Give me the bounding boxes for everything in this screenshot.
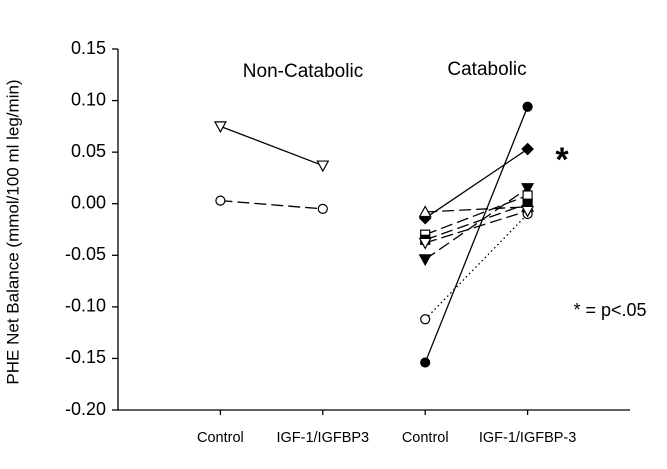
y-tick-label: 0.15 <box>71 38 106 58</box>
series-line <box>425 206 528 213</box>
series-line <box>424 203 528 241</box>
significance-mark: * <box>555 141 569 179</box>
y-tick-label: -0.10 <box>65 296 106 316</box>
series-line <box>424 148 528 219</box>
y-tick-label: 0.10 <box>71 89 106 109</box>
x-tick-label: IGF-1/IGFBP-3 <box>479 430 577 446</box>
x-tick-label: Control <box>402 430 449 446</box>
x-tick-label: IGF-1/IGFBP3 <box>276 430 369 446</box>
point <box>215 195 226 206</box>
point <box>521 205 535 218</box>
y-tick-label: -0.15 <box>65 347 106 367</box>
series-line <box>220 125 324 167</box>
y-tick-label: 0.05 <box>71 141 106 161</box>
y-axis-label: PHE Net Balance (mmol/100 ml leg/min) <box>3 79 22 384</box>
point <box>213 121 227 134</box>
point <box>316 160 330 173</box>
point <box>418 205 432 218</box>
series-line <box>424 194 528 236</box>
group-label: Non-Catabolic <box>243 61 363 82</box>
point <box>521 183 535 195</box>
point <box>420 314 431 325</box>
point <box>418 254 432 267</box>
significance-note: * = p<.05 <box>573 300 646 320</box>
point <box>418 237 432 250</box>
series-line <box>424 187 528 260</box>
series-line <box>424 106 529 363</box>
x-tick-label: Control <box>197 430 244 446</box>
point <box>522 101 533 112</box>
y-tick-label: -0.20 <box>65 399 106 419</box>
series-line <box>220 199 323 210</box>
group-label: Catabolic <box>447 59 526 80</box>
series-line <box>424 213 529 320</box>
point <box>521 142 534 156</box>
point <box>420 357 431 368</box>
y-tick-label: 0.00 <box>71 192 106 212</box>
series-line <box>425 210 528 244</box>
y-tick-label: -0.05 <box>65 244 106 264</box>
point <box>522 190 533 201</box>
point <box>317 203 328 214</box>
